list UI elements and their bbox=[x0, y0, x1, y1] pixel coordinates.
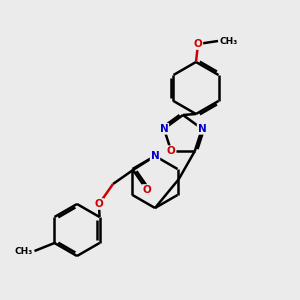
Text: N: N bbox=[160, 124, 168, 134]
Text: CH₃: CH₃ bbox=[14, 247, 32, 256]
Text: O: O bbox=[167, 146, 176, 156]
Text: O: O bbox=[142, 185, 152, 195]
Text: O: O bbox=[94, 199, 103, 209]
Text: O: O bbox=[194, 39, 202, 49]
Text: N: N bbox=[198, 124, 206, 134]
Text: CH₃: CH₃ bbox=[220, 37, 238, 46]
Text: N: N bbox=[151, 151, 159, 161]
